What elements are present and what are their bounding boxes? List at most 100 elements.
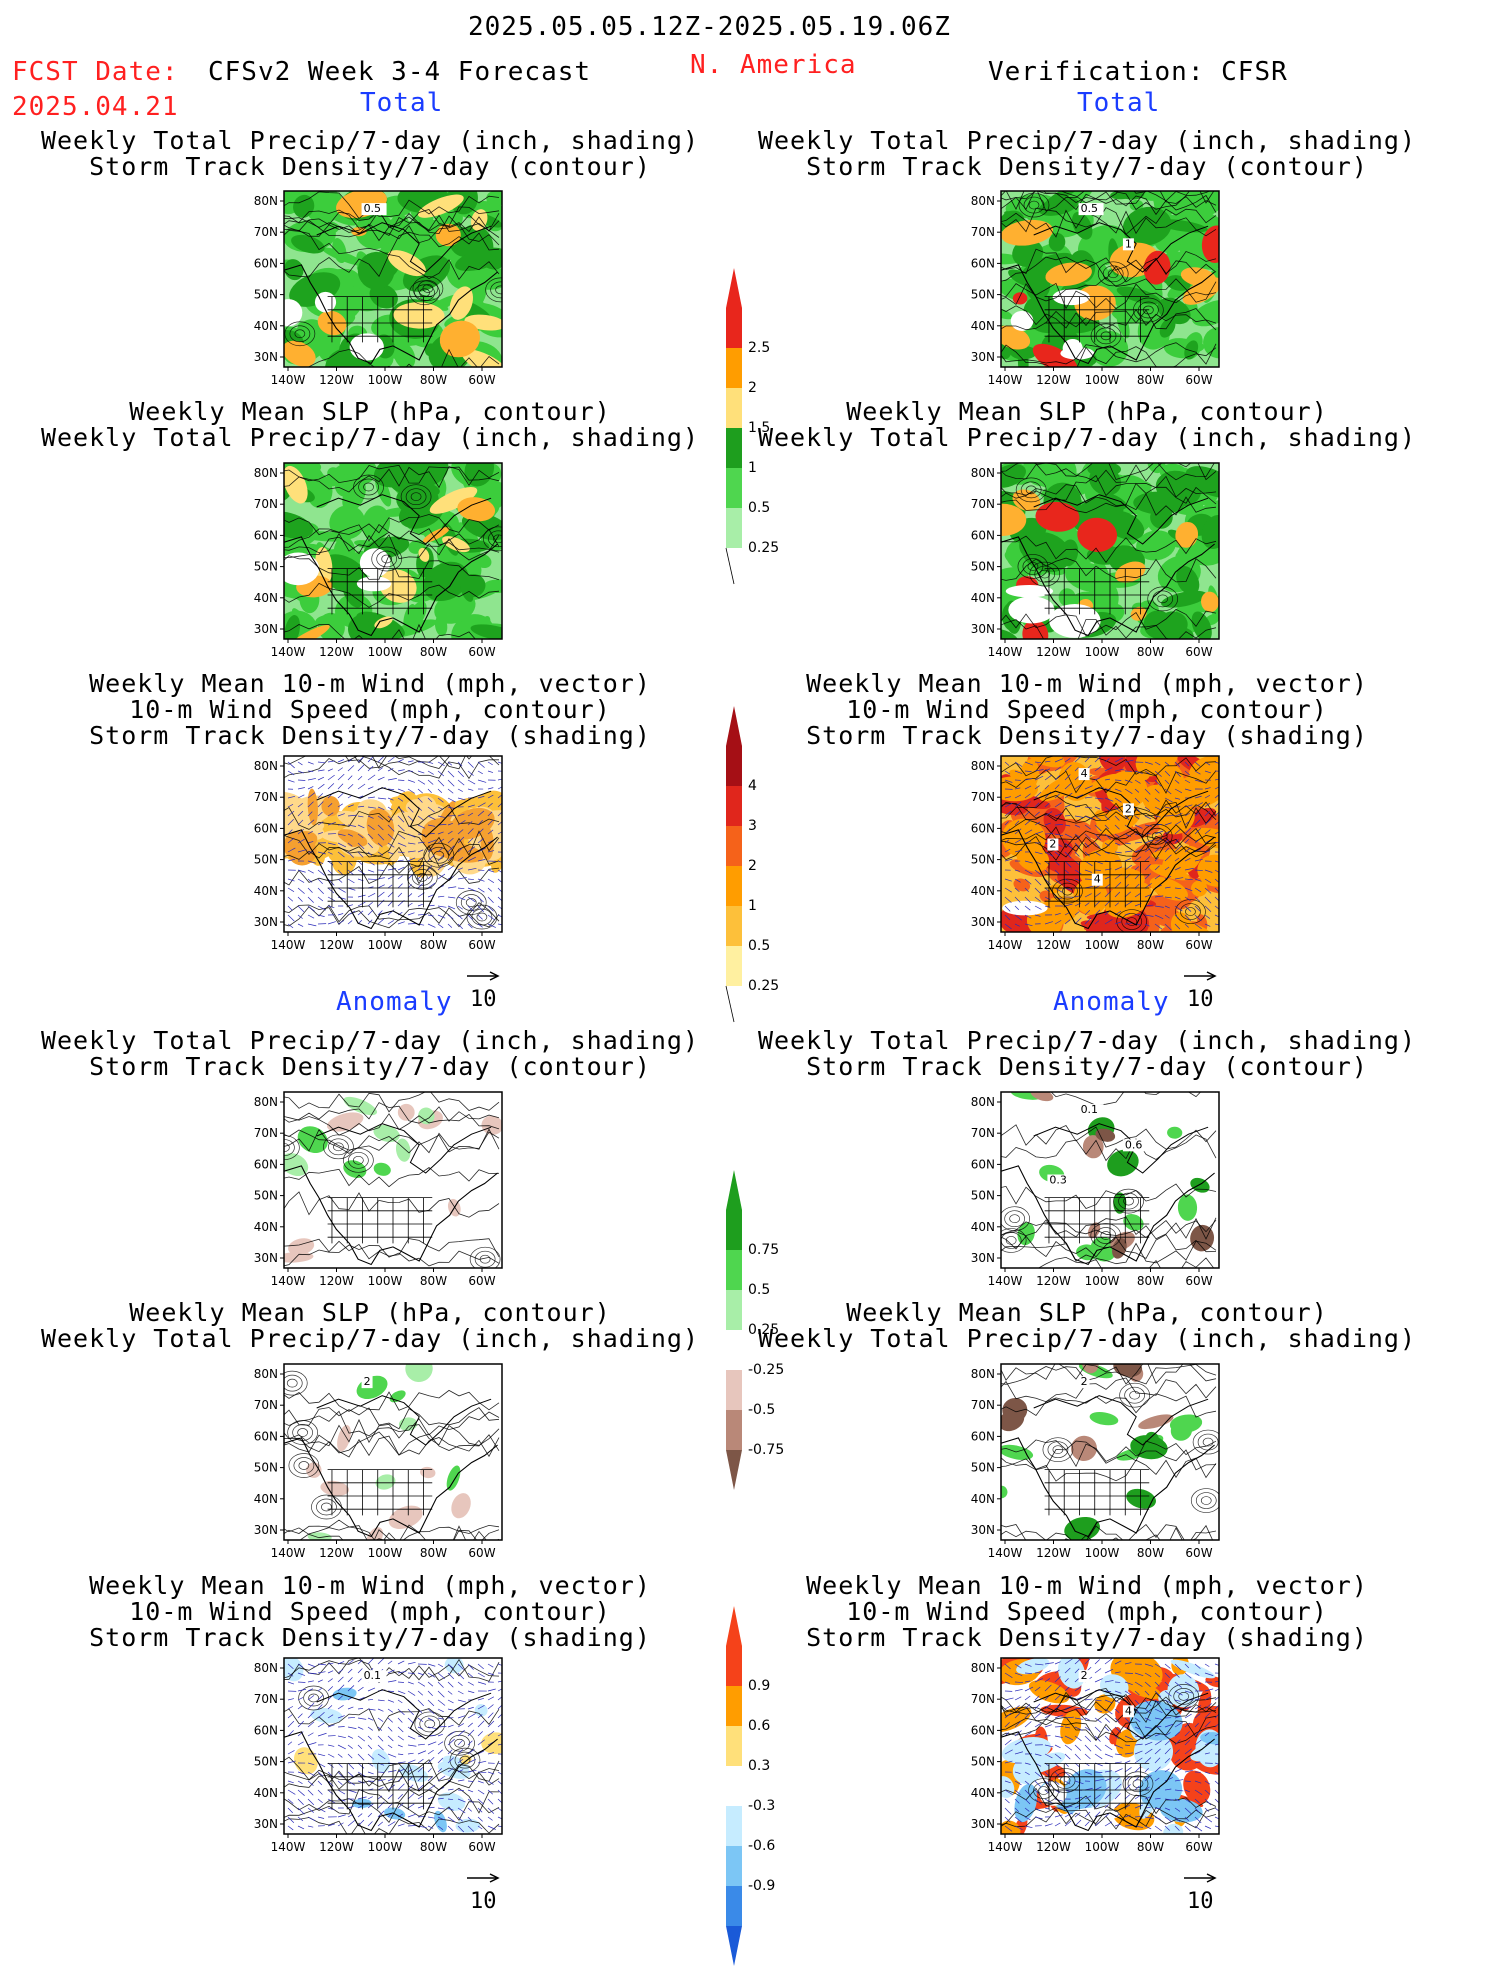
lon-tick-label: 80W (1137, 1840, 1164, 1854)
contour-label: 0.6 (1125, 1138, 1143, 1151)
colorbar-swatch (726, 1886, 742, 1926)
lat-tick-label: 80N (254, 1367, 278, 1381)
lat-tick-label: 60N (971, 1429, 995, 1443)
contour-label: 1 (1125, 237, 1132, 250)
colorbar-swatch (726, 428, 742, 468)
lat-tick-label: 50N (971, 853, 995, 867)
title-ob-anom-precip: Weekly Total Precip/7-day (inch, shading… (737, 1028, 1437, 1080)
colorbar-swatch (726, 1410, 742, 1450)
lon-tick-label: 140W (271, 645, 306, 659)
colorbar-swatch (726, 348, 742, 388)
lat-tick-label: 30N (254, 350, 278, 364)
lon-tick-label: 100W (1085, 1840, 1120, 1854)
lat-tick-label: 40N (254, 319, 278, 333)
lat-tick-label: 80N (971, 194, 995, 208)
lon-tick-label: 120W (319, 373, 354, 387)
lat-tick-label: 50N (254, 1461, 278, 1475)
lat-tick-label: 70N (254, 790, 278, 804)
lat-tick-label: 30N (971, 350, 995, 364)
lat-tick-label: 30N (254, 915, 278, 929)
lat-tick-label: 60N (254, 1157, 278, 1171)
colorbar-label: 2.5 (748, 340, 770, 356)
lat-tick-label: 40N (971, 319, 995, 333)
lon-tick-label: 80W (420, 938, 447, 952)
verification-title: Verification: CFSR (988, 57, 1288, 87)
colorbar-swatch (726, 1846, 742, 1886)
colorbar-label: 2 (748, 380, 757, 396)
lat-tick-label: 40N (254, 1492, 278, 1506)
colorbar-label: -0.9 (748, 1878, 775, 1894)
lat-tick-label: 60N (254, 1723, 278, 1737)
vector-ref-label: 10 (1187, 987, 1217, 1012)
lon-tick-label: 120W (1036, 1546, 1071, 1560)
lat-tick-label: 30N (254, 1817, 278, 1831)
lat-tick-label: 30N (971, 1817, 995, 1831)
colorbar-label: 0.5 (748, 1282, 770, 1298)
colorbar-swatch (726, 1686, 742, 1726)
contour-label: 0.1 (1081, 1103, 1099, 1116)
colorbar-swatch (726, 746, 742, 786)
colorbar-tail (726, 986, 734, 1022)
colorbar-swatch (726, 508, 742, 548)
colorbar-top-triangle (726, 1606, 742, 1646)
lat-tick-label: 30N (971, 1251, 995, 1265)
contour-label: 2 (1049, 838, 1056, 851)
lon-tick-label: 100W (1085, 645, 1120, 659)
colorbar-swatch (726, 786, 742, 826)
lat-tick-label: 80N (971, 759, 995, 773)
title-fc-total-slp: Weekly Mean SLP (hPa, contour)Weekly Tot… (20, 399, 720, 451)
vector-ref-label: 10 (470, 1889, 500, 1914)
lon-tick-label: 60W (468, 645, 495, 659)
lat-tick-label: 60N (971, 821, 995, 835)
vector-ref-label: 10 (1187, 1889, 1217, 1914)
colorbar-label: 0.9 (748, 1678, 770, 1694)
title-fc-total-wind: Weekly Mean 10-m Wind (mph, vector)10-m … (20, 671, 720, 749)
lat-tick-label: 70N (254, 1126, 278, 1140)
lat-tick-label: 30N (971, 915, 995, 929)
lon-tick-label: 60W (1185, 645, 1212, 659)
colorbar-tail (726, 548, 734, 584)
colorbar-label: 2 (748, 858, 757, 874)
fcst-date-value: 2025.04.21 (12, 92, 179, 122)
lon-tick-label: 120W (1036, 938, 1071, 952)
lon-tick-label: 100W (1085, 938, 1120, 952)
lon-tick-label: 60W (468, 373, 495, 387)
title-ob-total-wind: Weekly Mean 10-m Wind (mph, vector)10-m … (737, 671, 1437, 749)
lat-tick-label: 70N (254, 497, 278, 511)
lat-tick-label: 50N (971, 1755, 995, 1769)
colorbar-swatch (726, 946, 742, 986)
left-anomaly-label: Anomaly (336, 987, 453, 1017)
lat-tick-label: 70N (971, 1692, 995, 1706)
colorbar-label: -0.25 (748, 1362, 784, 1378)
lon-tick-label: 100W (368, 1546, 403, 1560)
lat-tick-label: 80N (254, 759, 278, 773)
title-fc-total-precip: Weekly Total Precip/7-day (inch, shading… (20, 128, 720, 180)
lon-tick-label: 140W (988, 1840, 1023, 1854)
lon-tick-label: 140W (271, 938, 306, 952)
lon-tick-label: 60W (468, 1274, 495, 1288)
contour-label: 2 (364, 1375, 371, 1388)
colorbar-label: 0.6 (748, 1718, 770, 1734)
colorbar-label: 0.3 (748, 1758, 770, 1774)
colorbar-label: 0.25 (748, 978, 779, 994)
colorbar-swatch (726, 906, 742, 946)
lat-tick-label: 60N (254, 1429, 278, 1443)
arrow-right-icon (1183, 971, 1217, 981)
lon-tick-label: 60W (468, 1840, 495, 1854)
colorbar-label: 1.5 (748, 420, 770, 436)
lat-tick-label: 40N (971, 1492, 995, 1506)
lat-tick-label: 70N (971, 225, 995, 239)
model-title: CFSv2 Week 3-4 Forecast (208, 57, 591, 87)
lat-tick-label: 70N (254, 1398, 278, 1412)
lon-tick-label: 80W (420, 645, 447, 659)
lat-tick-label: 80N (254, 1095, 278, 1109)
lon-tick-label: 120W (1036, 645, 1071, 659)
colorbar-label: 0.25 (748, 1322, 779, 1338)
lon-tick-label: 140W (988, 373, 1023, 387)
